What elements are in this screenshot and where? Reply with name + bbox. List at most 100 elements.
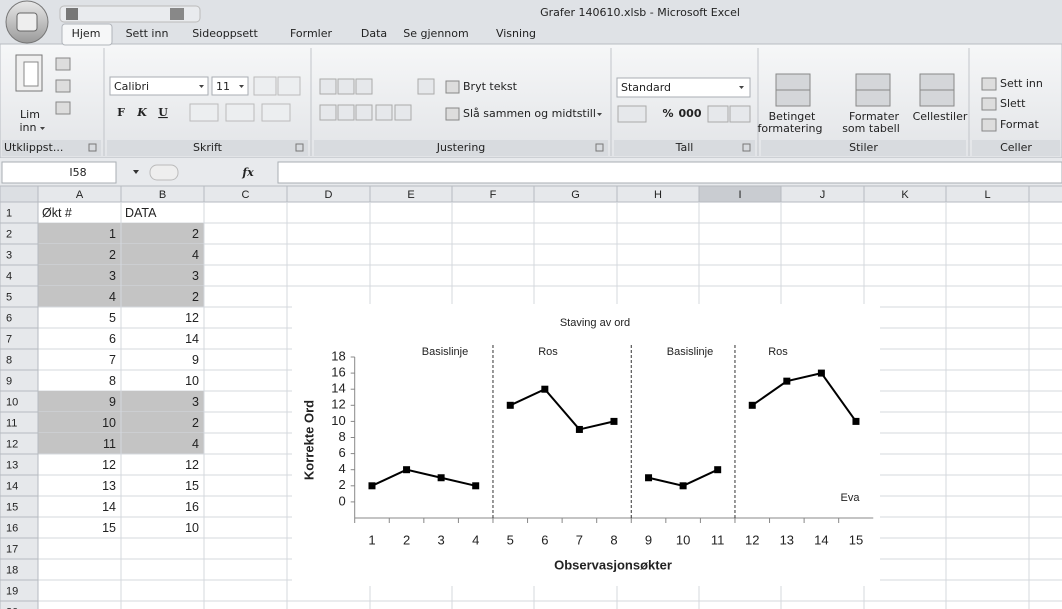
fx-button[interactable]: fx — [241, 166, 254, 179]
column-letter[interactable]: D — [325, 189, 333, 201]
dropdown-arrow[interactable] — [597, 113, 602, 116]
align-button[interactable] — [319, 78, 337, 95]
ribbon-tab[interactable]: Sett inn — [126, 27, 169, 40]
cancel-button[interactable] — [149, 164, 179, 181]
cells-icon[interactable] — [981, 77, 997, 91]
cell-value[interactable]: 6 — [109, 332, 116, 346]
row-header[interactable] — [0, 600, 39, 609]
font-style-button[interactable]: K — [136, 106, 147, 119]
fill-button[interactable] — [225, 103, 255, 122]
align-button[interactable] — [355, 104, 373, 121]
cell-value[interactable]: 14 — [185, 332, 199, 346]
cell-value[interactable]: 5 — [109, 311, 116, 325]
ribbon-tab[interactable]: Data — [361, 27, 387, 40]
column-letter[interactable]: G — [571, 189, 580, 201]
row-number[interactable]: 3 — [6, 249, 12, 261]
cell-styles[interactable]: Cellestiler — [913, 110, 968, 123]
merge-center[interactable]: Slå sammen og midtstill — [463, 107, 596, 120]
percent-button[interactable]: % — [662, 107, 673, 120]
ribbon-tab[interactable]: Se gjennom — [403, 27, 468, 40]
cell-value[interactable]: 9 — [109, 395, 116, 409]
column-letter[interactable]: L — [984, 189, 990, 201]
clipboard-icon[interactable] — [55, 57, 71, 71]
name-box-text[interactable]: I58 — [69, 166, 86, 179]
paste-label[interactable]: Lim — [20, 108, 40, 121]
dialog-launcher[interactable] — [742, 143, 751, 152]
paste-sheet[interactable] — [23, 61, 39, 87]
dropdown-arrow[interactable] — [199, 85, 204, 88]
conditional-format[interactable]: formatering — [757, 122, 822, 135]
font-box[interactable] — [109, 76, 209, 96]
conditional-format[interactable]: Betinget — [769, 110, 816, 123]
row-number[interactable]: 6 — [6, 312, 12, 324]
number-format-box[interactable] — [616, 77, 751, 98]
cell-value[interactable]: 15 — [102, 521, 116, 535]
align-button[interactable] — [337, 78, 355, 95]
cell-value[interactable]: 12 — [102, 458, 116, 472]
decimal-button[interactable] — [729, 105, 751, 123]
font-style-button[interactable]: F — [117, 106, 125, 119]
row-number[interactable]: 8 — [6, 354, 12, 366]
cell-value[interactable]: 12 — [185, 311, 199, 325]
chart-area[interactable] — [292, 304, 880, 586]
row-number[interactable]: 16 — [6, 522, 18, 534]
cell-value[interactable]: 14 — [102, 500, 116, 514]
dropdown-arrow[interactable] — [239, 85, 244, 88]
column-header[interactable] — [1028, 185, 1062, 203]
cell-value[interactable]: 3 — [192, 269, 199, 283]
column-letter[interactable]: K — [901, 189, 909, 201]
grow-font[interactable] — [253, 76, 277, 96]
cell-value[interactable]: 15 — [185, 479, 199, 493]
dropdown-arrow[interactable] — [40, 127, 45, 130]
cell-value[interactable]: 10 — [102, 416, 116, 430]
column-letter[interactable]: E — [407, 189, 414, 201]
dropdown-arrow[interactable] — [133, 170, 139, 174]
dropdown-arrow[interactable] — [739, 86, 744, 89]
row-number[interactable]: 7 — [6, 333, 12, 345]
ribbon-tab[interactable]: Hjem — [72, 27, 101, 40]
cells-button[interactable]: Format — [1000, 118, 1039, 131]
align-button[interactable] — [337, 104, 355, 121]
column-letter[interactable]: C — [242, 189, 250, 201]
save-icon[interactable] — [66, 8, 78, 20]
cells-icon[interactable] — [981, 118, 997, 132]
cell-value[interactable]: 12 — [185, 458, 199, 472]
cell-value[interactable]: 7 — [109, 353, 116, 367]
align-button[interactable] — [417, 78, 435, 95]
column-letter[interactable]: H — [654, 189, 662, 201]
decimal-button[interactable] — [707, 105, 729, 123]
clipboard-icon[interactable] — [55, 101, 71, 115]
cell-value[interactable]: 8 — [109, 374, 116, 388]
font-name[interactable]: Calibri — [114, 80, 149, 93]
name-box[interactable] — [1, 161, 117, 184]
cells-button[interactable]: Sett inn — [1000, 77, 1043, 90]
cells-button[interactable]: Slett — [1000, 97, 1026, 110]
dialog-launcher[interactable] — [595, 143, 604, 152]
column-letter[interactable]: A — [76, 189, 84, 201]
row-number[interactable]: 9 — [6, 375, 12, 387]
cell-value[interactable]: DATA — [125, 206, 157, 220]
align-button[interactable] — [355, 78, 373, 95]
row-number[interactable]: 2 — [6, 228, 12, 240]
font-color-button[interactable] — [261, 103, 291, 122]
row-number[interactable]: 14 — [6, 480, 18, 492]
row-number[interactable]: 11 — [6, 417, 17, 429]
cell-value[interactable]: 4 — [192, 248, 199, 262]
cell-value[interactable]: 2 — [109, 248, 116, 262]
row-number[interactable]: 13 — [6, 459, 18, 471]
cell-value[interactable]: 3 — [109, 269, 116, 283]
merge-icon[interactable] — [445, 107, 460, 121]
number-format[interactable]: Standard — [621, 81, 671, 94]
font-size-box[interactable] — [211, 76, 249, 96]
ribbon-tab[interactable]: Formler — [290, 27, 333, 40]
font-size[interactable]: 11 — [216, 80, 230, 93]
formula-input[interactable] — [277, 161, 1062, 184]
cell-value[interactable]: 3 — [192, 395, 199, 409]
row-number[interactable]: 4 — [6, 270, 12, 282]
align-button[interactable] — [394, 104, 412, 121]
cell-value[interactable]: 2 — [192, 416, 199, 430]
row-number[interactable]: 10 — [6, 396, 18, 408]
cell-value[interactable]: 4 — [109, 290, 116, 304]
row-number[interactable]: 19 — [6, 585, 18, 597]
cell-value[interactable]: 11 — [103, 437, 116, 451]
